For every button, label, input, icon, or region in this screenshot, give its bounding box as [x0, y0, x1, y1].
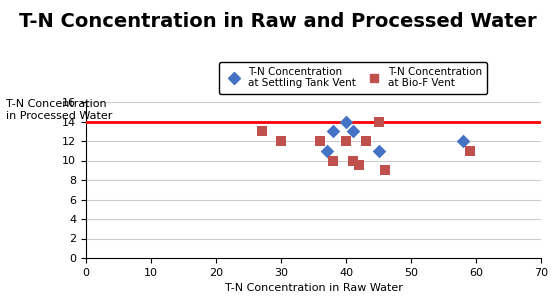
Point — [465, 148, 474, 153]
Point — [348, 158, 357, 163]
Point — [381, 168, 390, 172]
Point — [458, 139, 467, 143]
Point — [316, 139, 325, 143]
Point — [329, 158, 337, 163]
Point — [348, 129, 357, 134]
Point — [329, 129, 337, 134]
Point — [257, 129, 266, 134]
Point — [342, 139, 351, 143]
Point — [355, 163, 364, 168]
Point — [322, 148, 331, 153]
Point — [276, 139, 285, 143]
Text: T-N Concentration in Raw and Processed Water: T-N Concentration in Raw and Processed W… — [19, 12, 536, 31]
X-axis label: T-N Concentration in Raw Water: T-N Concentration in Raw Water — [225, 283, 402, 293]
Point — [361, 139, 370, 143]
Text: T-N Concentration
in Processed Water: T-N Concentration in Processed Water — [6, 99, 112, 121]
Point — [374, 148, 383, 153]
Point — [342, 119, 351, 124]
Point — [374, 119, 383, 124]
Legend: T-N Concentration
at Settling Tank Vent, T-N Concentration
at Bio-F Vent: T-N Concentration at Settling Tank Vent,… — [219, 62, 487, 94]
